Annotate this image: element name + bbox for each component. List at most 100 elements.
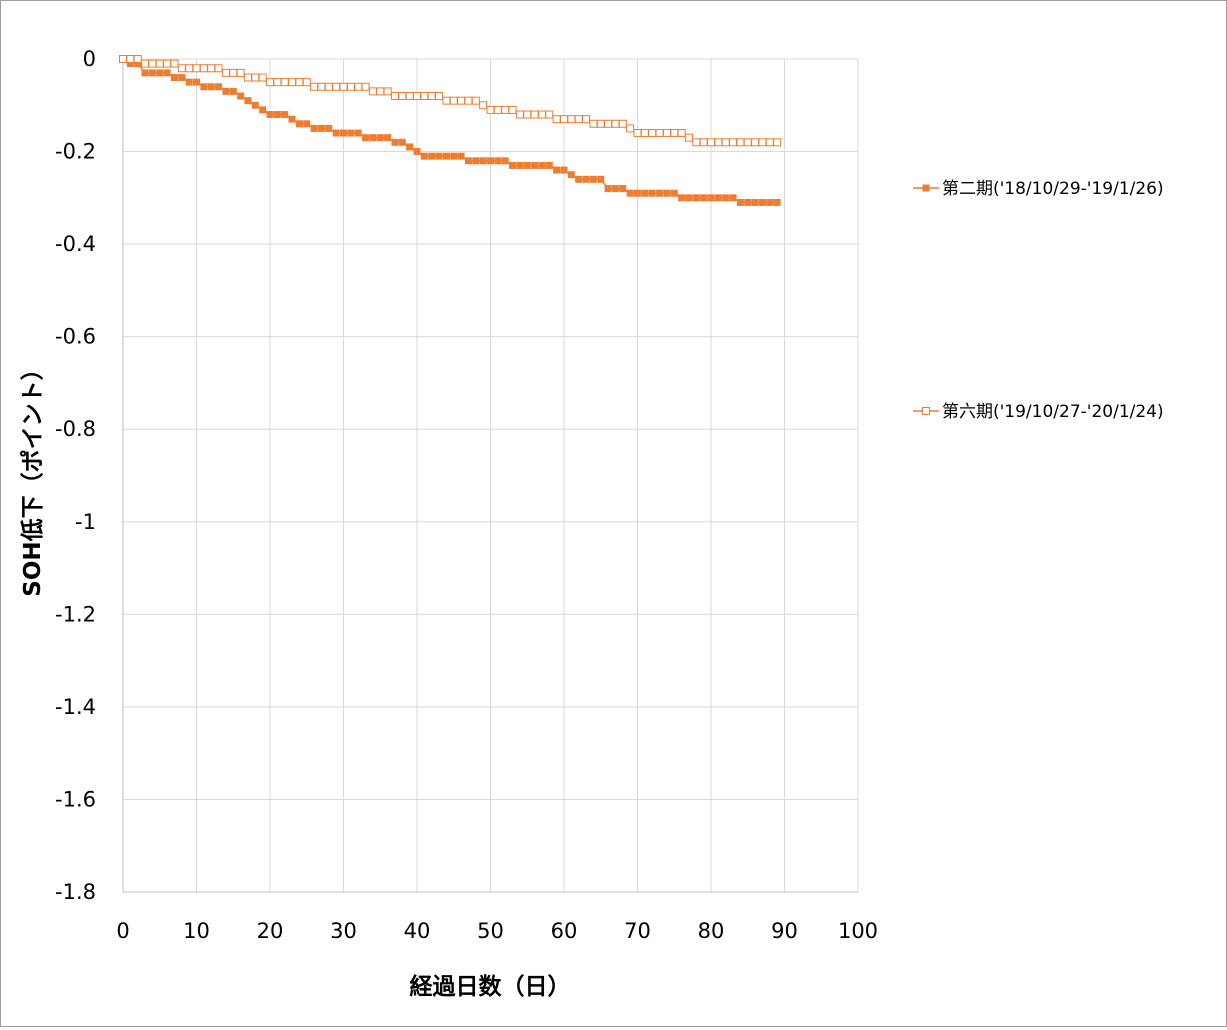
data-point xyxy=(163,69,171,77)
data-point xyxy=(663,189,671,197)
data-point xyxy=(185,78,193,86)
data-point xyxy=(758,198,766,206)
data-point xyxy=(611,185,619,193)
data-point xyxy=(670,189,678,197)
data-point xyxy=(185,64,194,73)
data-point xyxy=(618,119,627,128)
data-point xyxy=(163,59,172,68)
data-point xyxy=(156,69,164,77)
data-point xyxy=(765,138,774,147)
data-point xyxy=(237,92,245,100)
x-tick-label: 20 xyxy=(257,919,284,943)
legend-marker xyxy=(922,184,930,192)
data-point xyxy=(611,119,620,128)
x-tick-label: 50 xyxy=(477,919,504,943)
data-point xyxy=(758,138,767,147)
data-point xyxy=(362,134,370,142)
y-tick-label: -1 xyxy=(75,510,96,534)
data-point xyxy=(648,189,656,197)
data-point xyxy=(391,138,399,146)
x-tick-label: 90 xyxy=(771,919,798,943)
data-point xyxy=(288,115,296,123)
data-point xyxy=(324,82,333,91)
data-point xyxy=(648,129,657,138)
data-point xyxy=(229,87,237,95)
data-point xyxy=(626,124,635,133)
data-point xyxy=(280,78,289,87)
data-point xyxy=(582,175,590,183)
data-point xyxy=(743,138,752,147)
x-tick-label: 70 xyxy=(624,919,651,943)
y-tick-label: -1.8 xyxy=(55,880,96,904)
data-point xyxy=(361,82,370,91)
y-tick-label: -1.2 xyxy=(55,602,96,626)
data-point xyxy=(281,111,289,119)
data-point xyxy=(406,143,414,151)
data-point xyxy=(200,83,208,91)
data-point xyxy=(692,194,700,202)
data-point xyxy=(656,189,664,197)
data-point xyxy=(435,92,444,101)
data-point xyxy=(420,92,429,101)
data-point xyxy=(310,124,318,132)
y-axis-title: SOH低下（ポイント） xyxy=(19,357,46,596)
data-point xyxy=(435,152,443,160)
y-tick-label: -0.6 xyxy=(55,325,96,349)
data-point xyxy=(545,161,553,169)
x-tick-label: 100 xyxy=(838,919,878,943)
data-point xyxy=(773,138,782,147)
data-point xyxy=(302,78,311,87)
data-point xyxy=(553,166,561,174)
data-point xyxy=(707,194,715,202)
data-point xyxy=(420,152,428,160)
data-point xyxy=(133,55,142,63)
x-tick-label: 80 xyxy=(698,919,725,943)
data-point xyxy=(340,129,347,137)
data-point xyxy=(729,138,738,147)
grid-lines xyxy=(123,58,859,892)
data-point xyxy=(193,78,200,86)
data-point xyxy=(729,194,737,202)
data-point xyxy=(266,78,274,87)
data-point xyxy=(368,87,377,96)
data-point xyxy=(303,120,311,128)
data-point xyxy=(170,59,179,68)
data-point xyxy=(178,74,186,82)
data-point xyxy=(243,73,252,82)
data-point xyxy=(332,82,341,91)
legend-marker xyxy=(922,407,930,415)
data-point xyxy=(604,185,612,193)
data-point xyxy=(722,194,730,202)
data-point xyxy=(633,129,642,138)
data-point xyxy=(148,69,156,77)
data-point xyxy=(464,96,473,105)
y-tick-label: -1.6 xyxy=(55,787,96,811)
data-point xyxy=(346,82,355,91)
data-point xyxy=(376,134,384,142)
data-point xyxy=(354,82,363,91)
data-point xyxy=(398,92,407,101)
data-point xyxy=(199,64,208,73)
data-point xyxy=(192,64,201,73)
data-point xyxy=(126,55,135,63)
data-point xyxy=(221,68,230,77)
data-point xyxy=(376,87,385,96)
y-tick-label: -0.8 xyxy=(55,417,96,441)
data-point xyxy=(531,161,539,169)
x-tick-label: 40 xyxy=(404,919,431,943)
x-axis-title: 経過日数（日） xyxy=(410,973,571,1000)
data-point xyxy=(487,157,494,165)
data-point xyxy=(736,138,745,147)
legend-label: 第二期('18/10/29-'19/1/26) xyxy=(942,179,1164,199)
legend-item-1: 第二期('18/10/29-'19/1/26) xyxy=(913,179,1164,199)
data-point xyxy=(170,74,178,82)
data-point xyxy=(295,78,304,87)
data-point xyxy=(530,110,539,119)
data-point xyxy=(634,189,641,197)
data-point xyxy=(229,68,238,77)
data-point xyxy=(744,198,752,206)
data-point xyxy=(273,78,282,87)
data-point xyxy=(670,129,679,138)
legend: 第二期('18/10/29-'19/1/26) 第六期('19/10/27-'20… xyxy=(913,179,1164,422)
